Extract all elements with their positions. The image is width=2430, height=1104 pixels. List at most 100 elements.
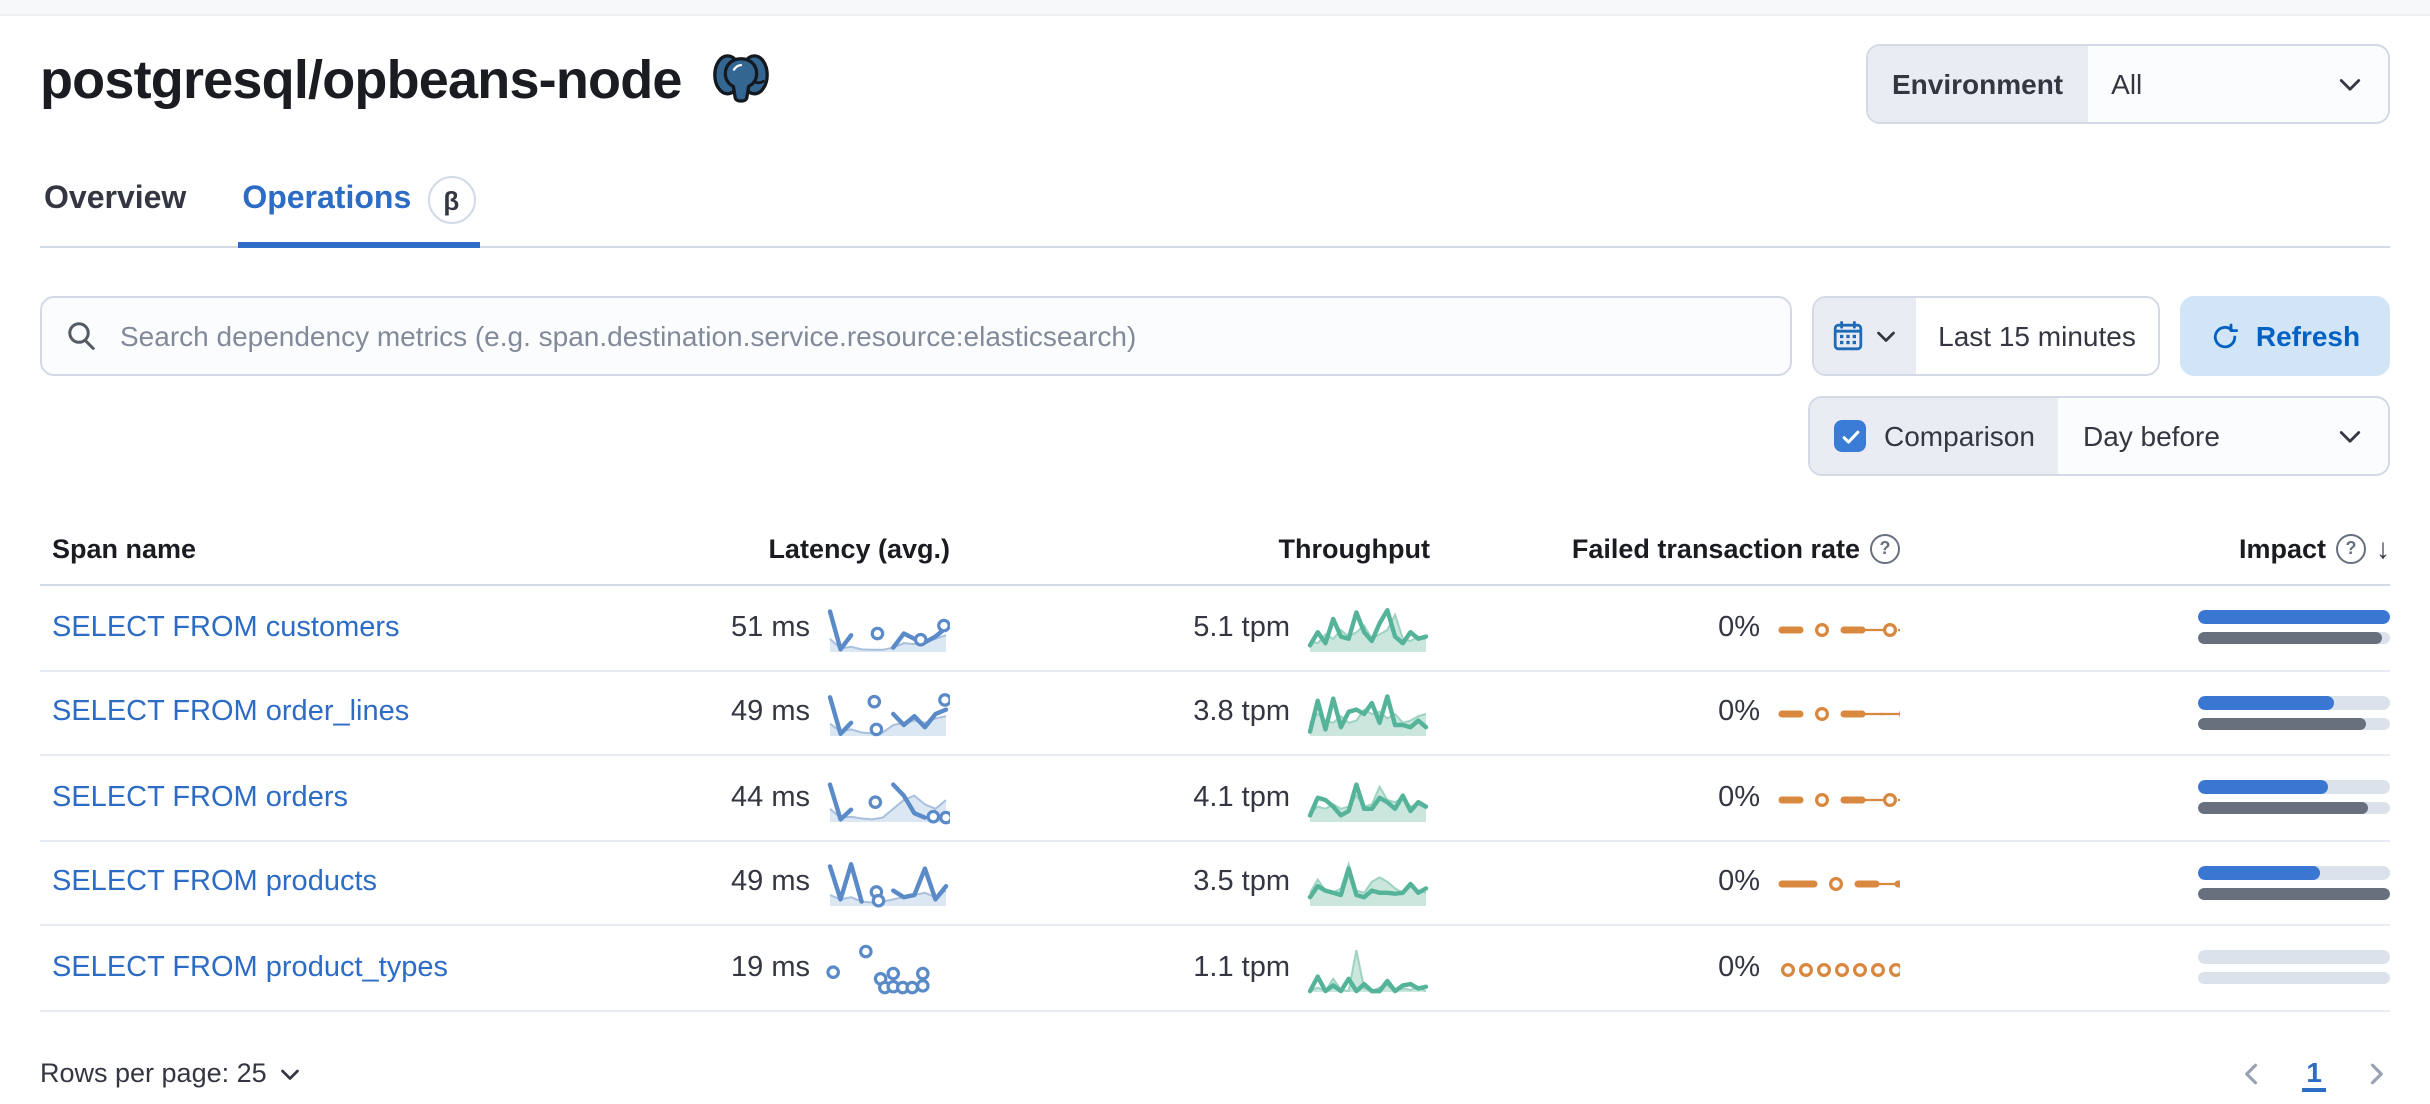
latency-sparkline [826,944,930,994]
impact-bars [2198,950,2390,985]
comparison-value: Day before [2082,420,2220,452]
impact-current-bar [2198,780,2390,795]
impact-current-bar [2198,865,2390,880]
throughput-sparkline [1307,861,1429,907]
impact-bars [2198,695,2390,730]
beta-badge: β [427,176,476,224]
span-name-link[interactable]: SELECT FROM orders [52,781,348,814]
calendar-icon [1833,321,1863,351]
search-icon [68,322,95,350]
question-icon[interactable]: ? [1870,533,1900,563]
impact-label: Impact [2238,533,2326,563]
failed-rate-sparkline [1778,622,1900,637]
check-icon [1841,429,1859,443]
operations-table: Span name Latency (avg.) Throughput Fail… [40,516,2390,1011]
failed-rate-value: 0% [1718,781,1760,814]
tab-overview[interactable]: Overview [40,160,190,246]
throughput-value: 3.5 tpm [1193,866,1290,899]
page-title: postgresql/opbeans-node [40,49,682,109]
chevron-left-icon [2245,1062,2258,1084]
table-row: SELECT FROM order_lines 49 ms 3.8 tpm 0% [40,671,2390,756]
date-picker: Last 15 minutes [1812,296,2160,376]
span-name-link[interactable]: SELECT FROM order_lines [52,696,410,729]
latency-value: 51 ms [731,611,810,644]
table-row: SELECT FROM products 49 ms 3.5 tpm 0% [40,841,2390,926]
failed-rate-sparkline [1780,962,1900,977]
table-footer: Rows per page: 25 1 [40,1055,2390,1091]
impact-current-bar [2198,695,2390,710]
table-row: SELECT FROM customers 51 ms 5.1 tpm 0% [40,586,2390,671]
search-input[interactable] [116,318,1766,354]
column-header-impact[interactable]: Impact ? ↓ [1900,532,2390,564]
table-body: SELECT FROM customers 51 ms 5.1 tpm 0% SELEC… [40,586,2390,1011]
rows-per-page-button[interactable]: Rows per page: 25 [40,1058,303,1088]
table-header-row: Span name Latency (avg.) Throughput Fail… [40,516,2390,586]
impact-previous-bar [2198,802,2390,815]
latency-value: 49 ms [731,866,810,899]
toolbar: Last 15 minutes Refresh [40,296,2390,376]
span-name-link[interactable]: SELECT FROM customers [52,611,400,644]
impact-previous-bar [2198,887,2390,900]
impact-current-bar [2198,610,2390,625]
previous-page-button[interactable] [2238,1059,2266,1087]
latency-sparkline [827,781,950,824]
latency-value: 44 ms [731,781,810,814]
impact-previous-bar [2198,972,2390,985]
failed-rate-label: Failed transaction rate [1571,533,1860,563]
comparison-select[interactable]: Day before [2059,398,2388,474]
page-header: postgresql/opbeans-node Environment All [40,16,2390,124]
latency-sparkline [827,862,949,909]
chevron-down-icon [2339,79,2361,91]
refresh-button[interactable]: Refresh [2180,296,2390,376]
throughput-value: 1.1 tpm [1193,951,1290,984]
question-icon[interactable]: ? [2336,533,2366,563]
date-picker-menu-button[interactable] [1814,298,1916,374]
span-name-link[interactable]: SELECT FROM product_types [52,951,448,984]
refresh-label: Refresh [2255,320,2361,352]
impact-previous-bar [2198,632,2390,645]
failed-rate-sparkline [1778,707,1900,722]
next-page-button[interactable] [2362,1059,2390,1087]
throughput-sparkline [1307,694,1429,737]
comparison-control: Comparison Day before [1808,396,2390,476]
environment-label: Environment [1868,46,2088,122]
latency-value: 19 ms [731,951,810,984]
column-header-latency[interactable]: Latency (avg.) [768,533,950,563]
impact-bars [2198,610,2390,645]
chevron-down-icon [281,1068,300,1079]
chevron-right-icon [2370,1062,2383,1084]
failed-rate-value: 0% [1718,696,1760,729]
tab-operations[interactable]: Operations β [238,160,481,248]
failed-rate-value: 0% [1718,951,1760,984]
failed-rate-value: 0% [1718,866,1760,899]
chevron-down-icon [1877,331,1895,342]
table-row: SELECT FROM product_types 19 ms 1.1 tpm 0% [40,926,2390,1011]
page-number-1[interactable]: 1 [2302,1055,2326,1091]
time-range-button[interactable]: Last 15 minutes [1938,320,2136,352]
latency-sparkline [827,693,950,737]
latency-sparkline [827,608,950,652]
latency-value: 49 ms [731,696,810,729]
postgresql-logo-icon [712,54,769,103]
top-divider [0,0,2430,16]
impact-previous-bar [2198,717,2390,730]
refresh-icon [2213,322,2238,348]
search-field [40,296,1792,376]
tab-operations-label: Operations [242,182,412,216]
table-row: SELECT FROM orders 44 ms 4.1 tpm 0% [40,756,2390,841]
tab-overview-label: Overview [44,182,187,216]
span-name-link[interactable]: SELECT FROM products [52,866,378,899]
impact-bars [2198,780,2390,815]
throughput-value: 3.8 tpm [1193,696,1290,729]
column-header-throughput[interactable]: Throughput [1278,533,1430,563]
comparison-label: Comparison [1884,420,2035,452]
comparison-checkbox[interactable] [1834,420,1866,452]
environment-select[interactable]: All [2087,46,2388,122]
column-header-span-name[interactable]: Span name [52,533,197,563]
impact-current-bar [2198,950,2390,965]
impact-bars [2198,865,2390,900]
throughput-sparkline [1307,949,1429,993]
pagination: 1 [2238,1055,2390,1091]
failed-rate-value: 0% [1718,611,1760,644]
column-header-failed-rate[interactable]: Failed transaction rate ? [1430,533,1900,563]
